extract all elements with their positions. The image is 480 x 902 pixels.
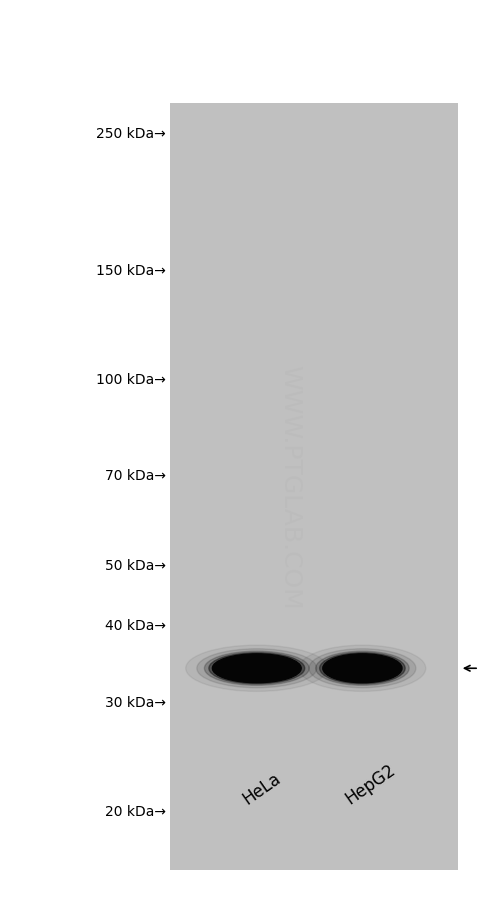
Text: WWW.PTGLAB.COM: WWW.PTGLAB.COM xyxy=(278,364,302,610)
Text: 100 kDa→: 100 kDa→ xyxy=(96,373,166,387)
Text: HeLa: HeLa xyxy=(239,769,284,807)
Ellipse shape xyxy=(309,649,416,688)
Ellipse shape xyxy=(299,646,426,692)
Text: 30 kDa→: 30 kDa→ xyxy=(105,695,166,709)
Ellipse shape xyxy=(204,651,309,686)
Text: 70 kDa→: 70 kDa→ xyxy=(105,468,166,482)
Text: 40 kDa→: 40 kDa→ xyxy=(105,618,166,632)
Text: HepG2: HepG2 xyxy=(342,760,399,807)
Text: 20 kDa→: 20 kDa→ xyxy=(105,804,166,817)
Bar xyxy=(170,104,458,870)
Ellipse shape xyxy=(186,646,328,692)
Ellipse shape xyxy=(209,653,305,684)
Text: 250 kDa→: 250 kDa→ xyxy=(96,127,166,141)
Ellipse shape xyxy=(323,654,402,683)
Ellipse shape xyxy=(212,654,301,683)
Text: 50 kDa→: 50 kDa→ xyxy=(105,558,166,572)
Ellipse shape xyxy=(320,653,405,684)
Ellipse shape xyxy=(316,651,409,686)
Ellipse shape xyxy=(197,649,317,688)
Text: 150 kDa→: 150 kDa→ xyxy=(96,264,166,278)
